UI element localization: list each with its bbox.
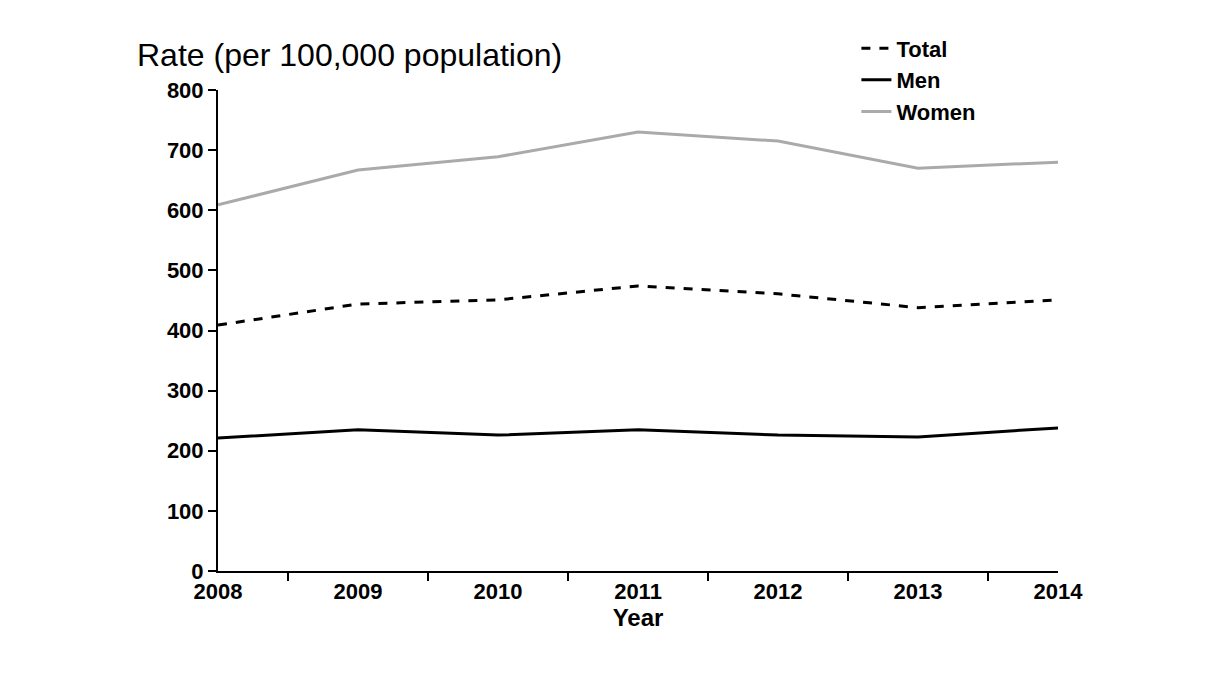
svg-text:2008: 2008 (194, 579, 243, 604)
svg-text:500: 500 (167, 258, 204, 283)
svg-text:600: 600 (167, 198, 204, 223)
svg-text:2014: 2014 (1034, 579, 1084, 604)
svg-text:2009: 2009 (334, 579, 383, 604)
svg-text:100: 100 (167, 499, 204, 524)
svg-text:700: 700 (167, 138, 204, 163)
svg-text:2013: 2013 (894, 579, 943, 604)
svg-text:200: 200 (167, 438, 204, 463)
svg-text:0: 0 (191, 559, 203, 584)
svg-text:800: 800 (167, 78, 204, 103)
svg-text:Year: Year (613, 604, 664, 631)
svg-text:2012: 2012 (754, 579, 803, 604)
svg-text:Women: Women (896, 100, 975, 125)
svg-text:Total: Total (896, 37, 947, 62)
svg-text:2011: 2011 (614, 579, 662, 604)
svg-text:400: 400 (167, 318, 204, 343)
svg-text:300: 300 (167, 378, 204, 403)
svg-text:Men: Men (896, 68, 940, 93)
svg-text:Rate (per 100,000 population): Rate (per 100,000 population) (137, 37, 562, 73)
svg-text:2010: 2010 (474, 579, 523, 604)
